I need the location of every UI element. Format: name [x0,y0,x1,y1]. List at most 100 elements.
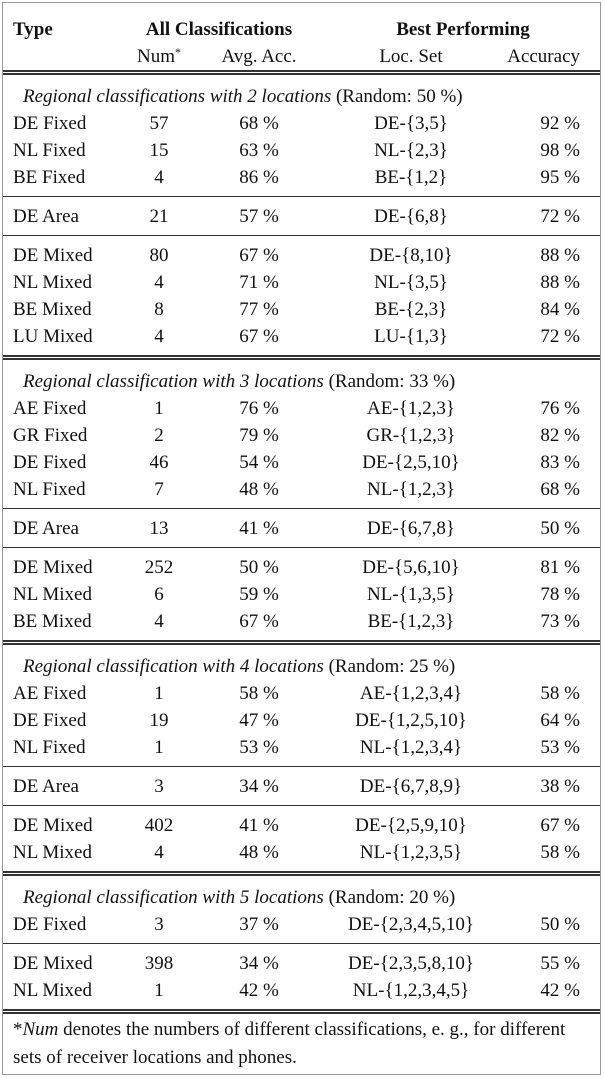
footnote-text: denotes the numbers of different classif… [13,1019,566,1068]
table-cell: DE Mixed [13,557,93,578]
table-row: DE Mixed 252 50 % DE-{5,6,10} 81 % [3,554,600,581]
section-caption: Regional classification with 4 locations… [3,653,600,680]
table-cell: DE-{2,3,5,8,10} [348,953,474,974]
table-row: AE Fixed 1 76 % AE-{1,2,3} 76 % [3,395,600,422]
table-cell: 67 % [239,611,279,632]
table-row: NL Mixed 6 59 % NL-{1,3,5} 78 % [3,581,600,608]
table-cell: DE Area [13,206,79,227]
header-cell: Avg. Acc. [221,46,297,67]
table-cell: DE-{8,10} [369,245,453,266]
table-cell: 50 % [540,914,580,935]
row-group: AE Fixed 1 76 % AE-{1,2,3} 76 % GR Fixed 2 79 %… [3,395,600,503]
table-row: DE Area 21 57 % DE-{6,8} 72 % [3,203,600,230]
table-cell: 48 % [239,842,279,863]
header-cell: Type [13,19,53,40]
table-row: DE Mixed 402 41 % DE-{2,5,9,10} 67 % [3,812,600,839]
table-cell: 80 [149,245,169,266]
table-cell: 8 [154,299,164,320]
table-cell: AE Fixed [13,398,87,419]
footnote-mark: * [175,45,181,59]
table-cell: LU Mixed [13,326,93,347]
table-row: LU Mixed 4 67 % LU-{1,3} 72 % [3,323,600,350]
table-cell: 67 % [540,815,580,836]
table-cell: 42 % [239,980,279,1001]
table-cell: 73 % [540,611,580,632]
table-cell: 1 [154,398,164,419]
table-cell: 4 [154,611,164,632]
section-caption: Regional classification with 3 locations… [3,368,600,395]
table-cell: 81 % [540,557,580,578]
table-cell: DE Mixed [13,245,93,266]
table-cell: 77 % [239,299,279,320]
table-cell: 57 [149,113,169,134]
table-cell: 84 % [540,299,580,320]
table-cell: 2 [154,425,164,446]
table-cell: DE Area [13,518,79,539]
row-group: DE Mixed 80 67 % DE-{8,10} 88 % NL Mixed 4 71 %… [3,235,600,350]
table-cell: 13 [149,518,169,539]
table-cell: DE Fixed [13,914,87,935]
table-cell: 4 [154,326,164,347]
table-cell: 68 % [239,113,279,134]
header-cell: All Classifications [145,19,293,40]
table-row: GR Fixed 2 79 % GR-{1,2,3} 82 % [3,422,600,449]
table-row: DE Fixed 19 47 % DE-{1,2,5,10} 64 % [3,707,600,734]
table-cell: 15 [149,140,169,161]
caption-random: (Random: 20 %) [328,887,456,908]
table-cell: 41 % [239,815,279,836]
section: Regional classification with 4 locations… [3,640,600,871]
table-cell: BE-{1,2} [374,167,448,188]
table-cell: BE Mixed [13,299,92,320]
table-cell: 402 [144,815,174,836]
table-body: Regional classifications with 2 location… [3,70,600,1009]
table-cell: 92 % [540,113,580,134]
table-cell: 34 % [239,776,279,797]
table-cell: DE-{6,8} [374,206,448,227]
table-cell: BE Fixed [13,167,86,188]
table-cell: 72 % [540,326,580,347]
table-cell: 67 % [239,326,279,347]
table-cell: 64 % [540,710,580,731]
row-group: DE Fixed 3 37 % DE-{2,3,4,5,10} 50 % [3,911,600,938]
table-row: DE Mixed 80 67 % DE-{8,10} 88 % [3,242,600,269]
table-cell: NL Mixed [13,980,92,1001]
table-cell: NL-{1,3,5} [367,584,455,605]
row-group: DE Mixed 252 50 % DE-{5,6,10} 81 % NL Mixed 6 5… [3,547,600,635]
table-cell: 398 [144,953,174,974]
table-cell: 4 [154,842,164,863]
table-cell: 88 % [540,245,580,266]
table-cell: 4 [154,272,164,293]
footnote-term: Num [22,1019,59,1040]
table-cell: NL Fixed [13,737,86,758]
table-cell: NL-{3,5} [374,272,448,293]
table-cell: 95 % [540,167,580,188]
table-row: NL Fixed 7 48 % NL-{1,2,3} 68 % [3,476,600,503]
table-cell: 7 [154,479,164,500]
table-cell: 59 % [239,584,279,605]
table-row: NL Mixed 1 42 % NL-{1,2,3,4,5} 42 % [3,977,600,1004]
caption-random: (Random: 50 %) [335,86,463,107]
table-cell: DE Mixed [13,953,93,974]
table-cell: NL Fixed [13,140,86,161]
table-cell: 48 % [239,479,279,500]
row-group: DE Area 21 57 % DE-{6,8} 72 % [3,196,600,230]
table-cell: 72 % [540,206,580,227]
table-cell: 71 % [239,272,279,293]
table-row: DE Fixed 57 68 % DE-{3,5} 92 % [3,110,600,137]
table-cell: 46 [149,452,169,473]
table-cell: 21 [149,206,169,227]
table-cell: 98 % [540,140,580,161]
table-cell: 252 [144,557,174,578]
table-cell: DE Fixed [13,710,87,731]
table-row: DE Fixed 46 54 % DE-{2,5,10} 83 % [3,449,600,476]
table-cell: AE-{1,2,3,4} [359,683,463,704]
table-cell: DE-{5,6,10} [362,557,460,578]
table-cell: 19 [149,710,169,731]
table-cell: NL-{1,2,3,4,5} [352,980,470,1001]
table-row: BE Mixed 4 67 % BE-{1,2,3} 73 % [3,608,600,635]
table-cell: DE-{6,7,8} [367,518,455,539]
table-cell: 57 % [239,206,279,227]
table-cell: BE-{1,2,3} [367,611,455,632]
table-row: DE Area 13 41 % DE-{6,7,8} 50 % [3,515,600,542]
